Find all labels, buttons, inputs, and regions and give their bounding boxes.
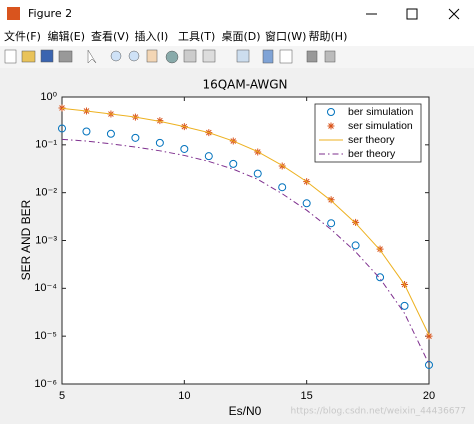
legend-swatch <box>327 122 335 130</box>
menu-bar <box>0 27 474 46</box>
menu-item[interactable]: 插入(I) <box>135 29 169 43</box>
hide-tools-button[interactable] <box>306 50 318 63</box>
menu-item[interactable]: 编辑(E) <box>48 29 86 43</box>
data-point <box>278 183 287 192</box>
data-point <box>253 169 262 178</box>
data-point <box>131 133 140 142</box>
x-tick-label: 10 <box>178 390 190 402</box>
data-point <box>351 241 360 250</box>
toolbar-buttons <box>4 49 336 64</box>
data-point <box>229 159 238 168</box>
datatip-button[interactable] <box>183 49 197 63</box>
series-line <box>61 107 430 336</box>
legend-label: ber theory <box>348 148 396 160</box>
legend-label: ser theory <box>348 134 395 146</box>
colorbar-button[interactable] <box>262 49 274 64</box>
data-point <box>352 218 360 226</box>
y-tick-label: 10⁻¹ <box>35 139 57 151</box>
chart-title: 16QAM-AWGN <box>202 78 287 92</box>
menu-item[interactable]: 帮助(H) <box>309 29 348 43</box>
x-tick-label: 20 <box>423 390 435 402</box>
pan-button[interactable] <box>146 49 158 63</box>
legend-box <box>314 103 422 163</box>
data-point <box>58 124 66 133</box>
title-bar <box>0 0 474 27</box>
link-button[interactable] <box>236 49 250 63</box>
print-button[interactable] <box>58 50 73 63</box>
legend-button[interactable] <box>279 49 293 64</box>
zoom-out-button[interactable] <box>128 50 140 62</box>
menu-item[interactable]: 窗口(W) <box>265 29 306 43</box>
data-point <box>106 129 115 138</box>
data-point <box>58 104 66 112</box>
show-tools-button[interactable] <box>324 50 336 63</box>
maximize-button[interactable] <box>406 8 418 20</box>
data-point <box>400 301 409 310</box>
open-button[interactable] <box>21 50 36 63</box>
menu-item[interactable]: 工具(T) <box>178 30 215 43</box>
x-tick-label: 5 <box>59 390 65 402</box>
data-point <box>425 360 433 369</box>
menu-item[interactable]: 桌面(D) <box>222 30 261 43</box>
data-point <box>425 332 433 340</box>
data-point <box>180 144 189 153</box>
zoom-in-button[interactable] <box>110 50 122 62</box>
pointer-button[interactable] <box>87 49 97 64</box>
data-point <box>302 199 311 208</box>
y-tick-label: 10⁻⁶ <box>34 378 57 390</box>
data-point <box>82 127 91 136</box>
data-point <box>327 219 336 228</box>
window-title: Figure 2 <box>28 7 72 20</box>
data-point <box>327 196 335 204</box>
data-point <box>376 273 385 282</box>
app-icon <box>7 7 20 20</box>
legend-swatch <box>327 108 335 116</box>
x-axis-label: Es/N0 <box>229 404 262 418</box>
y-tick-label: 10⁰ <box>40 91 57 103</box>
series-line <box>61 138 430 365</box>
watermark: https://blog.csdn.net/weixin_44436677 <box>290 407 466 417</box>
y-axis-label: SER AND BER <box>19 199 33 280</box>
rotate-button[interactable] <box>165 50 179 64</box>
legend-label: ser simulation <box>348 120 413 132</box>
menu-item[interactable]: 文件(F) <box>4 29 41 43</box>
save-button[interactable] <box>40 49 54 63</box>
brush-button[interactable] <box>202 49 216 63</box>
data-point <box>156 117 164 125</box>
menu-item[interactable]: 查看(V) <box>91 29 129 43</box>
legend-label: ber simulation <box>348 106 414 118</box>
close-button[interactable] <box>448 8 460 20</box>
x-tick-label: 15 <box>301 390 313 402</box>
y-tick-label: 10⁻⁴ <box>34 282 57 294</box>
y-tick-label: 10⁻⁵ <box>34 330 57 342</box>
y-tick-label: 10⁻² <box>35 187 57 199</box>
data-point <box>204 152 213 161</box>
legend: ber simulation ser simulation ser theory be… <box>314 103 422 163</box>
data-point <box>155 138 164 147</box>
data-point <box>376 245 384 253</box>
new-button[interactable] <box>4 49 17 64</box>
y-tick-label: 10⁻³ <box>35 234 57 246</box>
